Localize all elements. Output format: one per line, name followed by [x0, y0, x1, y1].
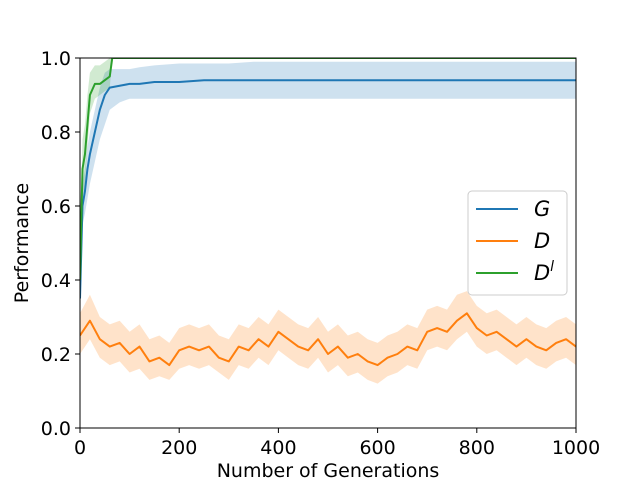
x-tick-label-0: 0: [74, 437, 86, 459]
x-tick-label-2: 400: [260, 437, 296, 459]
band-series-0: [80, 61, 576, 318]
y-tick-label-4: 0.8: [41, 122, 71, 144]
y-axis: 0.0 0.2 0.4 0.6 0.8 1.0: [41, 48, 80, 440]
x-axis: 0 200 400 600 800 1000: [74, 428, 600, 459]
line-series-2: [80, 58, 576, 281]
x-tick-label-1: 200: [161, 437, 197, 459]
line-series-1: [80, 312, 576, 367]
y-tick-label-0: 0.0: [41, 418, 71, 440]
line-series-0: [80, 79, 576, 299]
x-axis-label: Number of Generations: [217, 460, 440, 480]
plot-area: [80, 58, 576, 384]
x-tick-label-5: 1000: [552, 437, 600, 459]
x-tick-label-3: 600: [359, 437, 395, 459]
y-axis-label: Performance: [11, 183, 33, 303]
y-tick-label-1: 0.2: [41, 344, 71, 366]
y-tick-label-5: 1.0: [41, 48, 71, 70]
plot-frame: [79, 57, 577, 429]
legend-label-sup-2: l: [550, 259, 554, 275]
legend-label-base-2: D: [534, 261, 550, 285]
legend-box: [467, 190, 568, 296]
legend-label-base-1: D: [534, 229, 550, 253]
band-series-1: [80, 291, 576, 384]
legend-label-0: G: [534, 197, 550, 221]
legend-label-2: Dl: [534, 259, 554, 285]
x-tick-label-4: 800: [459, 437, 495, 459]
legend-label-1: D: [534, 229, 550, 253]
legend-label-base-0: G: [534, 197, 550, 221]
y-tick-label-2: 0.4: [41, 270, 71, 292]
y-tick-label-3: 0.6: [41, 196, 71, 218]
